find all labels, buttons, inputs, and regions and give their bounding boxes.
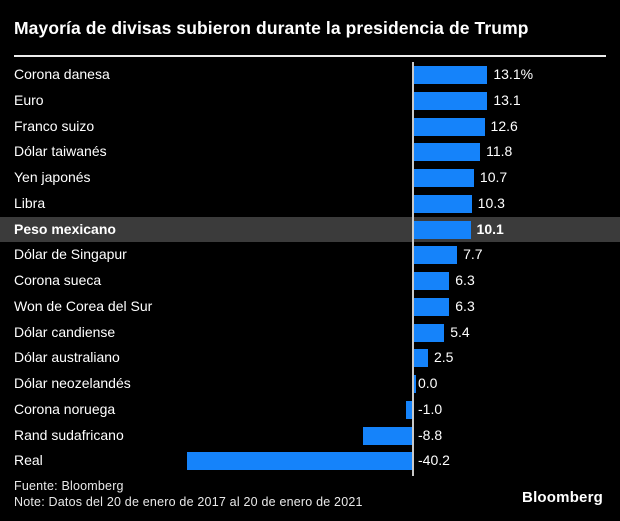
chart-row: Corona sueca 6.3: [0, 268, 620, 294]
value-label: -1.0: [418, 400, 443, 417]
value-label: 12.6: [490, 117, 518, 134]
bar: [406, 400, 412, 419]
value-label: -8.8: [418, 426, 443, 443]
value-label: 6.3: [455, 272, 475, 288]
row-label: Dólar candiense: [14, 323, 116, 340]
bar: [414, 297, 450, 316]
chart-row: Yen japonés 10.7: [0, 165, 620, 191]
bar: [414, 169, 474, 187]
bar: [362, 426, 412, 445]
value-label: 6.3: [455, 297, 475, 314]
value-label: 13.1%: [493, 66, 534, 82]
bar: [414, 323, 445, 342]
row-label: Dólar taiwanés: [14, 143, 107, 160]
row-label: Yen japonés: [14, 169, 91, 185]
row-label: Euro: [14, 91, 44, 108]
footer-source: Fuente: Bloomberg: [14, 479, 124, 493]
bar: [414, 117, 485, 136]
chart-row: Franco suizo 12.6: [0, 114, 620, 140]
title-divider: [14, 55, 606, 57]
value-label: 0.0: [418, 375, 438, 391]
value-label: 11.8: [486, 143, 513, 160]
bar: [414, 272, 450, 290]
bar: [414, 349, 428, 368]
row-label: Dólar de Singapur: [14, 246, 127, 263]
row-label: Rand sudafricano: [14, 426, 124, 443]
chart-rows: Corona danesa 13.1% Euro 13.1 Franco suizo 12…: [0, 62, 620, 476]
value-label: 13.1: [493, 91, 521, 108]
chart-row-highlighted: Peso mexicano 10.1: [0, 216, 620, 243]
bar: [414, 91, 488, 110]
row-label: Real: [14, 452, 43, 469]
chart-row: Rand sudafricano -8.8: [0, 423, 620, 449]
chart-row: Euro 13.1: [0, 88, 620, 114]
row-label: Libra: [14, 194, 46, 211]
chart-row: Won de Corea del Sur 6.3: [0, 294, 620, 320]
chart-row: Dólar candiense 5.4: [0, 320, 620, 346]
value-label: 10.3: [477, 194, 505, 211]
bar: [414, 375, 416, 393]
value-label: 10.1: [476, 220, 504, 237]
bar: [414, 220, 471, 239]
value-label: 10.7: [479, 169, 508, 185]
value-label: 7.7: [463, 246, 483, 263]
bar: [414, 194, 472, 213]
row-label: Corona sueca: [14, 272, 102, 288]
chart-row: Dólar australiano 2.5: [0, 345, 620, 371]
bar: [414, 66, 488, 84]
chart-title: Mayoría de divisas subieron durante la p…: [14, 18, 529, 38]
chart-row: Corona noruega -1.0: [0, 397, 620, 423]
value-label: -40.2: [418, 452, 450, 469]
chart-row: Libra 10.3: [0, 191, 620, 217]
row-label: Corona noruega: [14, 400, 116, 417]
row-label: Dólar australiano: [14, 349, 120, 366]
bloomberg-logo: Bloomberg: [522, 489, 603, 506]
chart-row: Dólar taiwanés 11.8: [0, 139, 620, 165]
row-label: Franco suizo: [14, 117, 95, 134]
row-label: Dólar neozelandés: [14, 375, 131, 391]
bar: [186, 452, 412, 471]
bar: [414, 246, 458, 265]
zero-baseline: [412, 62, 414, 476]
row-label: Won de Corea del Sur: [14, 297, 153, 314]
row-label: Peso mexicano: [14, 220, 116, 237]
footer-note: Note: Datos del 20 de enero de 2017 al 2…: [14, 495, 363, 509]
row-label: Corona danesa: [14, 66, 110, 82]
chart-row: Corona danesa 13.1%: [0, 62, 620, 88]
bar: [414, 143, 481, 162]
chart-row: Dólar neozelandés 0.0: [0, 371, 620, 397]
value-label: 5.4: [450, 323, 470, 340]
value-label: 2.5: [434, 349, 454, 366]
chart-row: Real -40.2: [0, 448, 620, 474]
chart-footer: Fuente: Bloomberg Note: Datos del 20 de …: [14, 478, 606, 510]
chart-row: Dólar de Singapur 7.7: [0, 242, 620, 268]
